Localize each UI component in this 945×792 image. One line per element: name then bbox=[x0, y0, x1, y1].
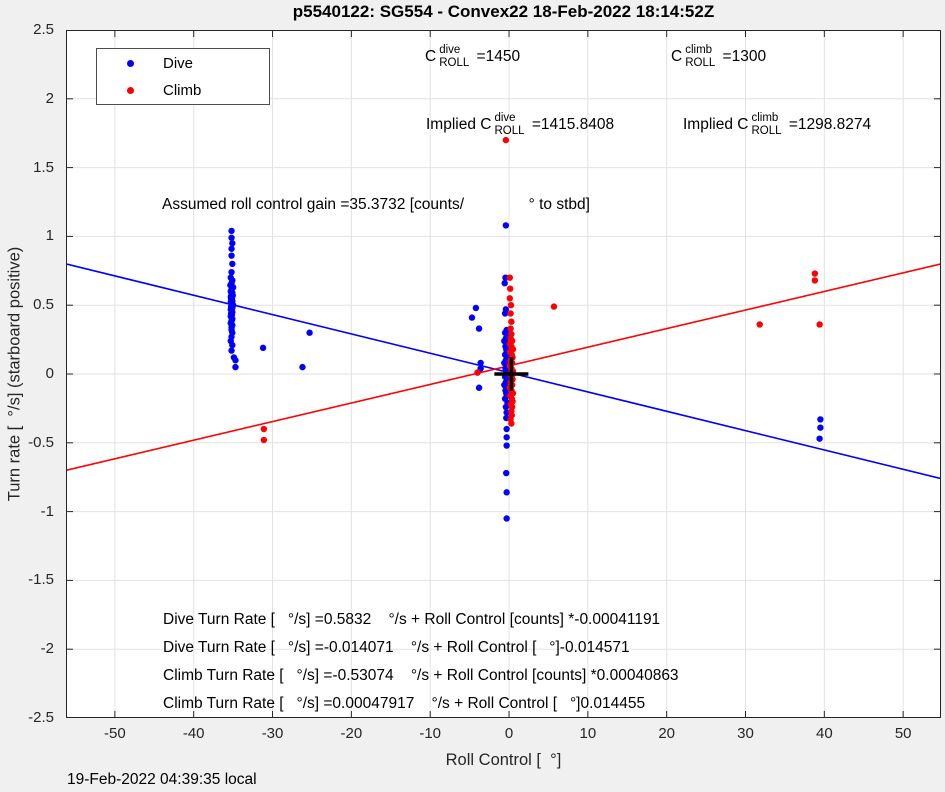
legend-label-dive: Dive bbox=[163, 55, 194, 72]
y-tick-label: -2 bbox=[40, 640, 54, 658]
dive-point bbox=[229, 240, 236, 247]
dive-point bbox=[475, 384, 483, 391]
y-tick-label: 1.5 bbox=[33, 158, 54, 176]
annotation-fit-equations: Dive Turn Rate [ °/s] =0.5832 °/s + Roll… bbox=[163, 606, 679, 718]
dive-point bbox=[503, 425, 510, 433]
legend: Dive Climb bbox=[96, 48, 270, 105]
annotation-implied-c-climb: Implied C climb ROLL =1298.8274 bbox=[683, 112, 872, 137]
dive-point bbox=[503, 489, 510, 496]
dive-point bbox=[228, 347, 235, 354]
dive-point bbox=[228, 245, 235, 252]
dive-point bbox=[501, 279, 508, 287]
x-tick-label: 40 bbox=[815, 725, 833, 742]
dive-point bbox=[475, 325, 483, 332]
climb-point bbox=[508, 420, 515, 427]
climb-point bbox=[811, 277, 819, 284]
climb-point bbox=[507, 310, 514, 317]
y-tick-label: -2.5 bbox=[28, 709, 54, 726]
x-tick-label: 50 bbox=[894, 725, 912, 742]
dive-point bbox=[501, 310, 509, 317]
climb-point bbox=[507, 285, 514, 292]
dive-point bbox=[502, 403, 510, 411]
annotation-implied-c-dive: Implied C dive ROLL =1415.8408 bbox=[426, 112, 615, 137]
dive-eq-degrees: Dive Turn Rate [ °/s] =-0.014071 °/s + R… bbox=[163, 639, 630, 656]
dive-point bbox=[232, 357, 239, 364]
dive-point bbox=[228, 227, 235, 235]
x-axis-label: Roll Control [ °] bbox=[445, 751, 562, 769]
y-tick-label: 2.5 bbox=[33, 21, 54, 38]
climb-eq-degrees: Climb Turn Rate [ °/s] =0.00047917 °/s +… bbox=[163, 695, 646, 712]
dive-point bbox=[468, 314, 476, 321]
climb-point bbox=[507, 325, 514, 332]
dive-point bbox=[817, 424, 824, 431]
x-tick-label: -40 bbox=[182, 725, 205, 742]
y-tick-label: 0.5 bbox=[33, 296, 54, 314]
annotation-c-roll-dive: C dive ROLL =1450 bbox=[425, 44, 521, 69]
legend-item-dive: Dive bbox=[97, 51, 269, 76]
climb-point bbox=[506, 274, 514, 281]
x-tick-label: 30 bbox=[737, 725, 754, 742]
dive-point bbox=[816, 435, 823, 442]
climb-point bbox=[507, 302, 515, 309]
dive-eq-counts: Dive Turn Rate [ °/s] =0.5832 °/s + Roll… bbox=[163, 611, 661, 628]
dive-point bbox=[503, 515, 510, 522]
dive-point bbox=[232, 363, 239, 371]
y-tick-label: -1 bbox=[40, 502, 54, 520]
dive-point bbox=[228, 268, 235, 276]
y-tick-label: 2 bbox=[45, 89, 54, 107]
x-tick-label: 10 bbox=[579, 725, 597, 742]
annotation-roll-control-gain: Assumed roll control gain =35.3732 [coun… bbox=[162, 196, 590, 213]
x-tick-label: -20 bbox=[340, 725, 363, 742]
climb-point bbox=[474, 369, 481, 376]
plot-title: p5540122: SG554 - Convex22 18-Feb-2022 1… bbox=[292, 2, 715, 21]
dive-point bbox=[228, 252, 235, 259]
dive-point bbox=[502, 222, 510, 229]
x-tick-label: -30 bbox=[261, 725, 284, 742]
dive-marker-icon bbox=[97, 60, 163, 67]
annotation-c-roll-climb: C climb ROLL =1300 bbox=[671, 44, 767, 69]
dive-point bbox=[299, 363, 306, 371]
plot-canvas bbox=[66, 30, 941, 718]
climb-point bbox=[260, 436, 268, 444]
legend-item-climb: Climb bbox=[97, 78, 269, 103]
dive-point bbox=[477, 359, 484, 367]
climb-point bbox=[260, 425, 268, 433]
climb-marker-icon bbox=[97, 87, 163, 94]
dive-point bbox=[817, 416, 824, 423]
y-tick-label: 1 bbox=[45, 227, 54, 245]
x-tick-label: -10 bbox=[419, 725, 442, 742]
dive-point bbox=[503, 469, 510, 477]
climb-eq-counts: Climb Turn Rate [ °/s] =-0.53074 °/s + R… bbox=[163, 667, 679, 684]
climb-point bbox=[502, 136, 510, 144]
climb-point bbox=[508, 318, 515, 325]
timestamp-label: 19-Feb-2022 04:39:35 local bbox=[67, 771, 257, 788]
climb-point bbox=[816, 321, 823, 328]
climb-point bbox=[506, 295, 514, 302]
plot-area bbox=[66, 30, 941, 718]
y-tick-label: -1.5 bbox=[28, 571, 54, 589]
dive-point bbox=[228, 234, 235, 241]
climb-point bbox=[550, 303, 558, 310]
climb-point bbox=[756, 321, 763, 328]
dive-point bbox=[503, 434, 510, 441]
dive-point bbox=[503, 442, 510, 449]
climb-point bbox=[811, 270, 819, 277]
dive-point bbox=[229, 260, 236, 268]
y-tick-label: -0.5 bbox=[28, 433, 54, 451]
y-tick-label: 0 bbox=[45, 365, 54, 382]
dive-point bbox=[472, 304, 480, 312]
dive-point bbox=[259, 344, 267, 352]
legend-label-climb: Climb bbox=[163, 82, 202, 99]
dive-point bbox=[229, 341, 236, 349]
x-tick-label: -50 bbox=[104, 725, 126, 742]
dive-point bbox=[306, 329, 313, 336]
x-tick-label: 0 bbox=[504, 725, 514, 742]
x-tick-label: 20 bbox=[658, 725, 676, 742]
